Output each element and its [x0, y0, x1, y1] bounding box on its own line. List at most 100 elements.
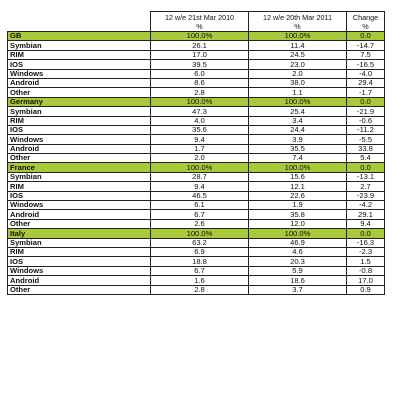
os-name: Other	[7, 87, 151, 98]
total-change: 0.0	[346, 96, 385, 108]
share-change: -13.1	[346, 171, 385, 183]
total-2010: 100.0%	[150, 30, 249, 42]
share-2011: 1.1	[248, 87, 347, 98]
share-2011: 20.3	[248, 256, 347, 267]
os-name: Android	[7, 143, 151, 155]
table-row: RIM 4.0 3.4 -0.6	[7, 115, 385, 126]
total-2010: 100.0%	[150, 228, 249, 239]
share-2010: 6.1	[150, 200, 249, 211]
table-row: Windows 6.7 5.9 -0.8	[7, 265, 385, 277]
os-name: Windows	[7, 200, 151, 211]
share-2010: 63.2	[150, 237, 249, 249]
os-name: Symbian	[7, 237, 151, 249]
os-name: Windows	[7, 68, 151, 79]
share-2010: 28.7	[150, 171, 249, 183]
share-2010: 8.6	[150, 77, 249, 89]
share-change: 17.0	[346, 275, 385, 286]
table-row: Windows 6.1 1.9 -4.2	[7, 200, 385, 211]
region-label: Italy	[7, 228, 151, 239]
os-name: RIM	[7, 246, 151, 258]
table-row: RIM 17.0 24.5 7.5	[7, 49, 385, 61]
os-name: Symbian	[7, 40, 151, 51]
table-row: RIM 9.4 12.1 2.7	[7, 181, 385, 192]
os-name: Android	[7, 275, 151, 286]
share-2010: 6.9	[150, 246, 249, 258]
os-name: Symbian	[7, 171, 151, 183]
share-2011: 46.9	[248, 237, 347, 249]
os-name: RIM	[7, 115, 151, 126]
market-share-table-container: 12 w/e 21st Mar 2010% 12 w/e 20th Mar 20…	[7, 11, 385, 295]
os-name: Android	[7, 209, 151, 220]
share-change: -2.3	[346, 246, 385, 258]
share-2011: 15.6	[248, 171, 347, 183]
share-change: 9.4	[346, 218, 385, 230]
share-2011: 3.7	[248, 284, 347, 295]
header-2011: 12 w/e 20th Mar 2011%	[248, 11, 347, 32]
share-2010: 1.6	[150, 275, 249, 286]
table-row: IOS 39.5 23.0 -16.5	[7, 59, 385, 70]
section-header-france: France 100.0% 100.0% 0.0	[7, 162, 385, 173]
table-row: Android 8.6 38.0 29.4	[7, 77, 385, 89]
share-2011: 23.0	[248, 59, 347, 70]
section-header-italy: Italy 100.0% 100.0% 0.0	[7, 228, 385, 239]
share-change: 1.5	[346, 256, 385, 267]
share-change: 5.4	[346, 153, 385, 164]
share-2010: 35.6	[150, 124, 249, 136]
os-name: RIM	[7, 181, 151, 192]
share-2011: 4.6	[248, 246, 347, 258]
share-2011: 22.6	[248, 190, 347, 202]
share-2011: 12.1	[248, 181, 347, 192]
share-2011: 24.5	[248, 49, 347, 61]
os-name: IOS	[7, 256, 151, 267]
total-change: 0.0	[346, 30, 385, 42]
share-2011: 24.4	[248, 124, 347, 136]
share-change: -16.5	[346, 59, 385, 70]
table-row: Symbian 63.2 46.9 -16.3	[7, 237, 385, 249]
share-2010: 47.3	[150, 106, 249, 117]
table-row: Android 1.7 35.5 33.8	[7, 143, 385, 155]
header-2010: 12 w/e 21st Mar 2010%	[150, 11, 249, 32]
share-2011: 11.4	[248, 40, 347, 51]
table-row: Windows 9.4 3.9 -5.5	[7, 134, 385, 145]
table-row: Symbian 26.1 11.4 -14.7	[7, 40, 385, 51]
total-2011: 100.0%	[248, 96, 347, 108]
total-2010: 100.0%	[150, 96, 249, 108]
share-change: -5.5	[346, 134, 385, 145]
os-name: Other	[7, 218, 151, 230]
region-label: GB	[7, 30, 151, 42]
os-name: Windows	[7, 134, 151, 145]
share-2011: 3.9	[248, 134, 347, 145]
table-row: RIM 6.9 4.6 -2.3	[7, 246, 385, 258]
share-2010: 39.5	[150, 59, 249, 70]
os-name: IOS	[7, 190, 151, 202]
share-change: 33.8	[346, 143, 385, 155]
share-2011: 1.9	[248, 200, 347, 211]
section-header-germany: Germany 100.0% 100.0% 0.0	[7, 96, 385, 108]
share-2011: 18.6	[248, 275, 347, 286]
os-name: Android	[7, 77, 151, 89]
total-2011: 100.0%	[248, 228, 347, 239]
share-2011: 3.4	[248, 115, 347, 126]
share-2010: 1.7	[150, 143, 249, 155]
share-2010: 2.6	[150, 218, 249, 230]
market-share-table: 12 w/e 21st Mar 2010% 12 w/e 20th Mar 20…	[7, 11, 385, 295]
section-header-gb: GB 100.0% 100.0% 0.0	[7, 30, 385, 42]
share-2011: 25.4	[248, 106, 347, 117]
table-row: Other 2.8 3.7 0.9	[7, 284, 385, 295]
share-2010: 6.7	[150, 209, 249, 220]
region-label: France	[7, 162, 151, 173]
share-change: -1.7	[346, 87, 385, 98]
table-row: Android 6.7 35.8 29.1	[7, 209, 385, 220]
table-row: Other 2.8 1.1 -1.7	[7, 87, 385, 98]
total-2011: 100.0%	[248, 162, 347, 173]
table-header-row: 12 w/e 21st Mar 2010% 12 w/e 20th Mar 20…	[7, 11, 385, 32]
share-change: 7.5	[346, 49, 385, 61]
share-2011: 2.0	[248, 68, 347, 79]
share-change: 29.1	[346, 209, 385, 220]
total-2010: 100.0%	[150, 162, 249, 173]
table-row: Symbian 47.3 25.4 -21.9	[7, 106, 385, 117]
os-name: Other	[7, 153, 151, 164]
share-2010: 6.7	[150, 265, 249, 277]
share-change: -4.2	[346, 200, 385, 211]
share-2010: 17.0	[150, 49, 249, 61]
